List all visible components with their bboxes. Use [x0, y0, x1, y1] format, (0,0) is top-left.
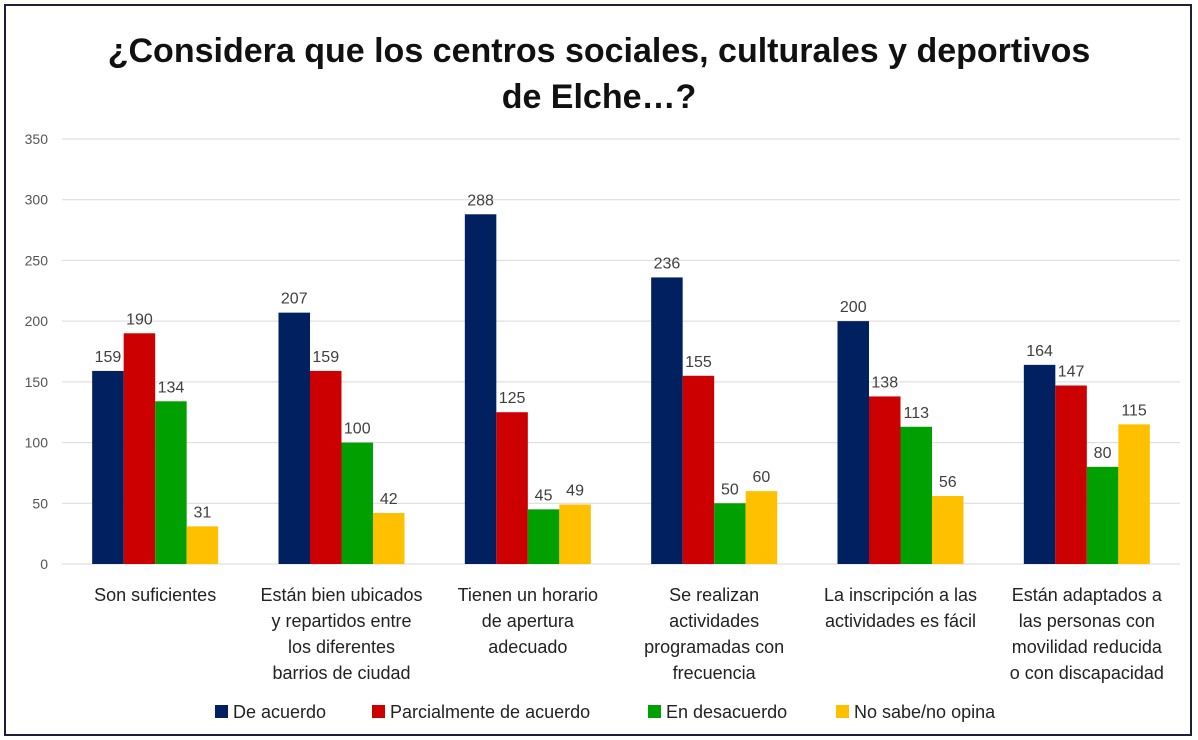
category-label: La inscripción a las [824, 585, 977, 605]
legend-swatch [836, 705, 849, 718]
bar [714, 503, 746, 564]
bar [464, 214, 497, 565]
category-label: programadas con [644, 637, 784, 657]
bar [527, 509, 560, 564]
data-label: 50 [721, 481, 739, 498]
category-label: barrios de ciudad [272, 663, 410, 683]
category-label: de apertura [482, 611, 575, 631]
category-label: frecuencia [673, 663, 757, 683]
bar [932, 496, 964, 564]
chart-frame [4, 4, 1192, 736]
legend-swatch [648, 705, 661, 718]
bar [310, 370, 342, 564]
y-tick-label: 150 [25, 374, 49, 390]
y-tick-label: 50 [32, 495, 48, 511]
chart-title-line-1: ¿Considera que los centros sociales, cul… [107, 32, 1091, 70]
data-label: 190 [126, 311, 153, 328]
y-tick-label: 200 [25, 313, 49, 329]
bar [278, 312, 310, 564]
data-label: 42 [380, 491, 398, 508]
data-label: 147 [1058, 364, 1085, 381]
legend-label: En desacuerdo [666, 702, 787, 722]
data-label: 164 [1026, 343, 1053, 360]
legend-swatch [215, 705, 228, 718]
category-label: Tienen un horario [458, 585, 598, 605]
category-label: las personas con [1019, 611, 1155, 631]
gridlines [62, 138, 1180, 565]
data-label: 31 [194, 504, 212, 521]
data-label: 80 [1094, 445, 1112, 462]
chart-title: ¿Considera que los centros sociales, cul… [0, 28, 1198, 120]
data-label: 115 [1121, 402, 1147, 419]
category-label: Se realizan [669, 585, 759, 605]
data-label: 138 [871, 374, 898, 391]
data-label: 159 [312, 349, 339, 366]
data-label: 100 [344, 421, 371, 438]
bar [837, 321, 869, 564]
y-tick-label: 250 [25, 252, 49, 268]
bar [155, 401, 187, 564]
chart-title-line-2: de Elche…? [501, 78, 697, 116]
bar [1055, 385, 1087, 564]
bar [745, 491, 778, 564]
category-label: actividades [669, 611, 759, 631]
category-label: adecuado [488, 637, 567, 657]
y-tick-label: 0 [40, 556, 48, 572]
bar [1086, 466, 1119, 564]
data-label: 113 [903, 405, 929, 422]
data-label: 236 [654, 255, 681, 272]
legend-label: De acuerdo [233, 702, 326, 722]
category-label: Están bien ubicados [260, 585, 422, 605]
bar [1023, 364, 1056, 564]
bar [682, 375, 715, 564]
category-label: Son suficientes [94, 585, 216, 605]
category-label: Están adaptados a [1012, 585, 1163, 605]
data-label: 49 [566, 483, 584, 500]
bar [186, 526, 219, 564]
y-axis-ticks: 0 50 100 150 200 250 300 350 [25, 131, 49, 572]
bar [496, 412, 528, 564]
category-label: actividades es fácil [825, 611, 976, 631]
data-labels: 159 190 134 31 207 159 100 42 288 125 45 49 236 155 50… [95, 192, 1147, 521]
bar [123, 333, 156, 564]
bar [900, 426, 932, 564]
bar [651, 277, 683, 564]
legend: De acuerdo Parcialmente de acuerdo En desa… [215, 702, 996, 722]
category-label: los diferentes [288, 637, 395, 657]
bar [373, 513, 405, 564]
legend-label: No sabe/no opina [854, 702, 996, 722]
category-label: movilidad reducida [1012, 637, 1163, 657]
y-tick-label: 300 [25, 192, 49, 208]
data-label: 45 [535, 487, 553, 504]
data-label: 159 [95, 349, 122, 366]
data-label: 134 [158, 379, 185, 396]
bar [1118, 424, 1150, 564]
category-labels: Son suficientes Están bien ubicados y repa… [94, 585, 1164, 683]
legend-label: Parcialmente de acuerdo [390, 702, 590, 722]
bar [341, 442, 373, 564]
data-label: 207 [281, 291, 308, 308]
legend-swatch [372, 705, 385, 718]
category-label: o con discapacidad [1010, 663, 1164, 683]
y-tick-label: 350 [25, 131, 49, 147]
data-label: 155 [685, 354, 712, 371]
bar [92, 370, 124, 564]
data-label: 56 [939, 474, 957, 491]
data-label: 288 [467, 192, 494, 209]
data-label: 60 [753, 469, 771, 486]
data-label: 200 [840, 299, 867, 316]
bars [92, 214, 1150, 565]
bar [869, 396, 901, 564]
y-tick-label: 100 [25, 435, 49, 451]
category-label: y repartidos entre [271, 611, 411, 631]
data-label: 125 [499, 390, 526, 407]
bar [559, 504, 591, 564]
